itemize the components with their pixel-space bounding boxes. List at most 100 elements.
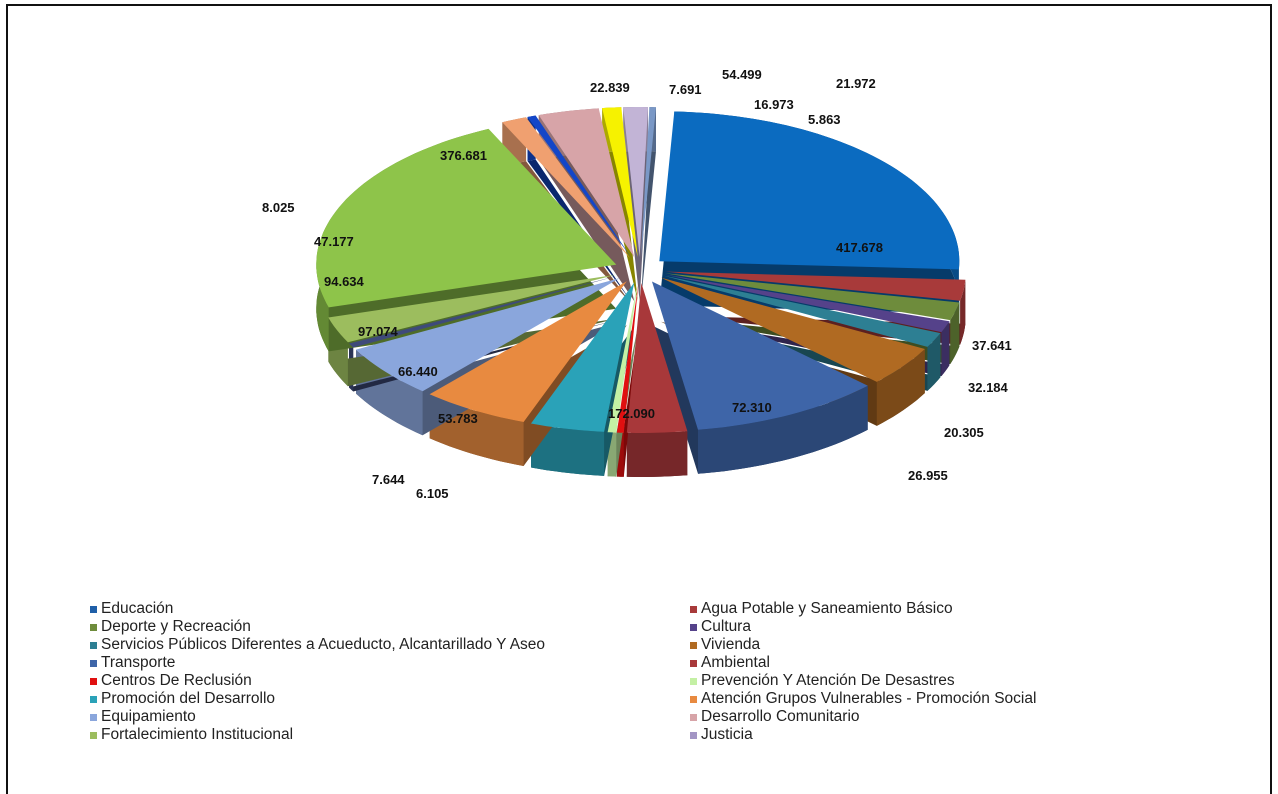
legend-swatch (690, 731, 697, 739)
data-label: 20.305 (944, 425, 984, 440)
pie-slice-rim (698, 385, 868, 474)
data-label: 376.681 (440, 148, 487, 163)
pie-slice (665, 273, 960, 321)
legend-item: Deporte y Recreación (90, 618, 251, 636)
legend-swatch (90, 695, 97, 703)
pie-slice (316, 128, 617, 308)
data-label: 6.105 (416, 486, 449, 501)
legend-item: Centros De Reclusión (90, 672, 252, 690)
legend-item: Promoción del Desarrollo (90, 690, 275, 708)
legend-swatch (690, 641, 697, 649)
legend-swatch (690, 659, 697, 667)
pie-slice (664, 274, 950, 333)
legend-label: Deporte y Recreación (101, 618, 251, 635)
pie-slice-side (641, 151, 656, 301)
legend-swatch (90, 677, 97, 685)
pie-slice-rim (876, 349, 925, 426)
legend-swatch (90, 605, 97, 613)
pie-slice (502, 117, 630, 259)
pie-slice (356, 278, 620, 392)
legend-label: Transporte (101, 654, 176, 671)
pie-slice (623, 107, 648, 258)
legend-label: Justicia (701, 726, 753, 743)
legend-swatch (690, 677, 697, 685)
data-label: 8.025 (262, 200, 295, 215)
pie-slice (607, 282, 638, 433)
pie-slice (602, 107, 638, 258)
legend-item: Justicia (690, 726, 753, 744)
data-label: 172.090 (608, 406, 655, 421)
pie-slice (626, 282, 688, 433)
legend-label: Equipamiento (101, 708, 196, 725)
legend-label: Atención Grupos Vulnerables - Promoción … (701, 690, 1037, 707)
legend-swatch (90, 659, 97, 667)
data-label: 66.440 (398, 364, 438, 379)
data-label: 5.863 (808, 112, 841, 127)
data-label: 16.973 (754, 97, 794, 112)
pie-top-layer (316, 107, 966, 433)
legend-swatch (690, 623, 697, 631)
legend-swatch (690, 605, 697, 613)
legend-item: Equipamiento (90, 708, 196, 726)
pie-slice (349, 276, 617, 348)
data-label: 417.678 (836, 240, 883, 255)
data-label: 47.177 (314, 234, 354, 249)
pie-slice (429, 281, 627, 422)
legend-swatch (690, 695, 697, 703)
data-label: 94.634 (324, 274, 365, 289)
legend-label: Servicios Públicos Diferentes a Acueduct… (101, 636, 546, 653)
legend-label: Vivienda (701, 636, 761, 653)
legend-item: Fortalecimiento Institucional (90, 726, 293, 744)
pie-slice-rim (960, 279, 966, 345)
legend-label: Prevención Y Atención De Desastres (701, 672, 955, 689)
data-label: 22.839 (590, 80, 630, 95)
pie-slice-rim (941, 321, 950, 377)
data-label: 72.310 (732, 400, 772, 415)
legend-label: Educación (101, 600, 174, 617)
legend-label: Centros De Reclusión (101, 672, 252, 689)
pie-slice (616, 282, 639, 433)
legend-swatch (90, 641, 97, 649)
legend-item: Cultura (690, 618, 751, 636)
legend-item: Agua Potable y Saneamiento Básico (690, 600, 953, 618)
pie-slice (659, 111, 960, 270)
pie-slice (660, 277, 925, 382)
pie-slice-rim (531, 423, 605, 476)
pie-slice (663, 275, 941, 347)
pie-chart: 417.678 37.641 32.184 20.305 26.955 72.3… (262, 67, 1012, 501)
data-label: 7.644 (372, 472, 405, 487)
pie-slice (641, 107, 656, 258)
legend-item: Servicios Públicos Diferentes a Acueduct… (90, 636, 545, 654)
data-label: 54.499 (722, 67, 762, 82)
pie-slice (527, 115, 632, 258)
legend-item: Ambiental (690, 654, 770, 672)
legend-item: Educación (90, 600, 173, 618)
legend-item: Desarrollo Comunitario (690, 708, 860, 726)
pie-slice-rim (626, 431, 688, 477)
legend-swatch (90, 623, 97, 631)
legend-label: Cultura (701, 618, 751, 635)
legend-item: Atención Grupos Vulnerables - Promoción … (690, 690, 1036, 708)
data-label-layer: 417.678 37.641 32.184 20.305 26.955 72.3… (262, 67, 1012, 501)
legend-item: Transporte (90, 654, 175, 672)
legend-label: Ambiental (701, 654, 770, 671)
pie-slice (665, 271, 966, 301)
legend-item: Vivienda (690, 636, 760, 654)
data-label: 26.955 (908, 468, 948, 483)
pie-slice (651, 281, 868, 430)
data-label: 97.074 (358, 324, 399, 339)
legend-label: Fortalecimiento Institucional (101, 726, 294, 743)
data-label: 21.972 (836, 76, 876, 91)
legend-item: Prevención Y Atención De Desastres (690, 672, 955, 690)
data-label: 37.641 (972, 338, 1012, 353)
legend-label: Agua Potable y Saneamiento Básico (701, 600, 953, 617)
pie-slice-rim (950, 302, 960, 365)
data-label: 32.184 (968, 380, 1009, 395)
legend-swatch (90, 731, 97, 739)
legend-label: Desarrollo Comunitario (701, 708, 860, 725)
pie-slice (328, 274, 616, 343)
legend-swatch (690, 713, 697, 721)
pie-slice (538, 108, 635, 258)
data-label: 53.783 (438, 411, 478, 426)
pie-slice-rim (927, 333, 941, 391)
